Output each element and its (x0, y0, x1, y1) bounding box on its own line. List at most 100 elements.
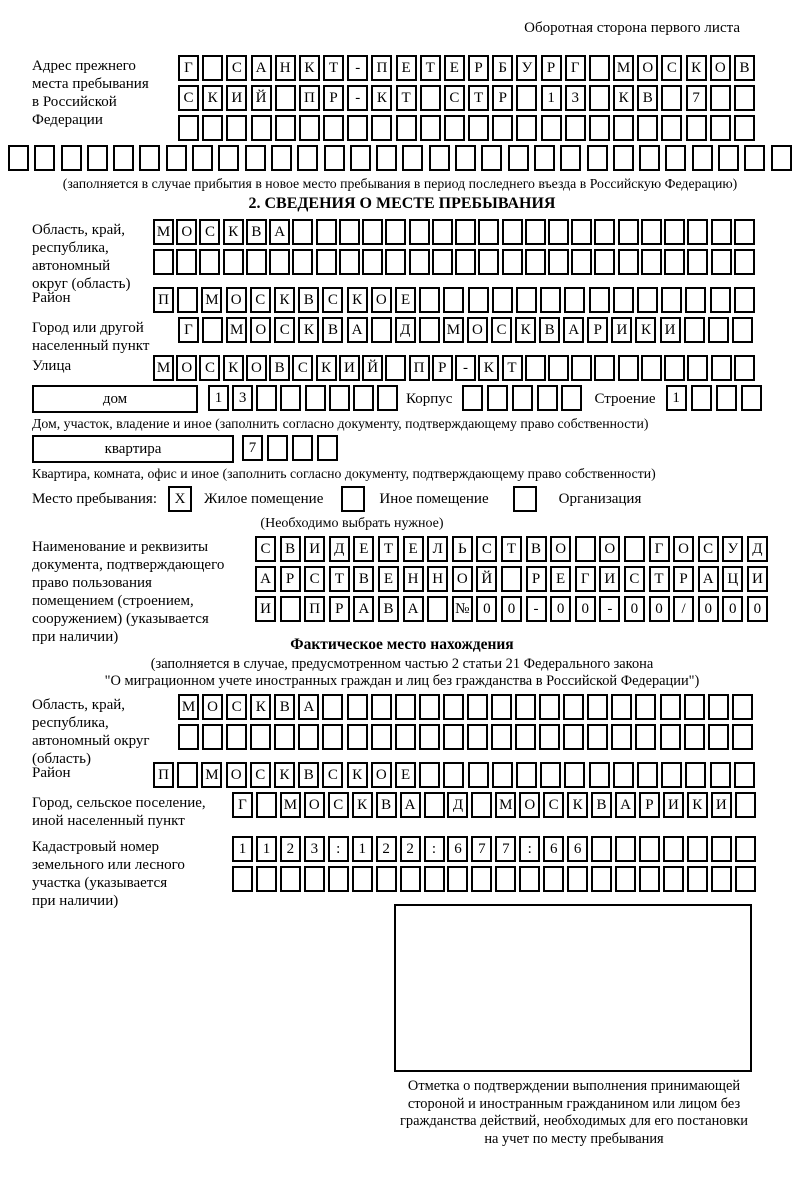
char-cell[interactable]: № (451, 596, 473, 622)
char-cell[interactable] (370, 317, 392, 343)
char-cell[interactable]: К (346, 762, 368, 788)
char-cell[interactable] (587, 724, 609, 750)
char-cell[interactable] (478, 249, 500, 275)
char-cell[interactable] (349, 145, 371, 171)
char-cell[interactable]: К (635, 317, 657, 343)
char-cell[interactable] (638, 836, 660, 862)
char-cell[interactable] (687, 249, 709, 275)
char-cell[interactable]: 7 (242, 435, 263, 461)
char-cell[interactable] (226, 115, 248, 141)
char-cell[interactable]: Т (328, 566, 350, 592)
char-cell[interactable] (338, 249, 360, 275)
char-cell[interactable] (323, 115, 345, 141)
char-cell[interactable] (588, 115, 610, 141)
char-cell[interactable]: С (443, 85, 465, 111)
char-cell[interactable] (323, 145, 345, 171)
char-cell[interactable]: А (346, 317, 368, 343)
char-cell[interactable]: К (315, 355, 337, 381)
char-cell[interactable] (612, 287, 634, 313)
char-cell[interactable] (471, 792, 493, 818)
char-cell[interactable]: А (615, 792, 636, 818)
char-cell[interactable]: Г (178, 55, 199, 81)
char-cell[interactable]: М (153, 219, 174, 245)
char-cell[interactable]: С (226, 55, 248, 81)
char-cell[interactable] (744, 145, 766, 171)
char-cell[interactable] (303, 866, 325, 892)
char-cell[interactable] (467, 762, 489, 788)
char-cell[interactable] (547, 355, 569, 381)
char-cell[interactable] (292, 219, 314, 245)
char-cell[interactable]: П (298, 85, 320, 111)
char-cell[interactable] (594, 355, 616, 381)
char-cell[interactable]: С (327, 792, 349, 818)
char-cell[interactable] (199, 249, 221, 275)
char-cell[interactable] (428, 145, 450, 171)
char-cell[interactable] (515, 724, 537, 750)
char-cell[interactable]: В (637, 85, 659, 111)
char-cell[interactable] (637, 115, 659, 141)
char-cell[interactable] (564, 115, 586, 141)
char-cell[interactable] (178, 724, 199, 750)
char-cell[interactable]: К (274, 287, 296, 313)
char-cell[interactable] (491, 724, 513, 750)
char-cell[interactable]: С (226, 694, 248, 720)
char-cell[interactable] (707, 724, 729, 750)
char-cell[interactable]: А (298, 694, 320, 720)
char-cell[interactable] (385, 355, 407, 381)
char-cell[interactable] (376, 385, 398, 411)
char-cell[interactable] (492, 115, 514, 141)
char-cell[interactable] (540, 762, 562, 788)
char-cell[interactable]: 3 (232, 385, 254, 411)
char-cell[interactable]: В (525, 536, 547, 562)
char-cell[interactable] (574, 536, 596, 562)
char-cell[interactable]: А (250, 55, 272, 81)
char-cell[interactable]: Е (395, 55, 417, 81)
char-cell[interactable] (408, 249, 430, 275)
char-cell[interactable]: К (346, 287, 368, 313)
char-cell[interactable] (394, 724, 416, 750)
char-cell[interactable] (710, 866, 732, 892)
char-cell[interactable]: П (304, 596, 326, 622)
char-cell[interactable] (338, 219, 360, 245)
char-cell[interactable] (495, 866, 517, 892)
char-cell[interactable]: 7 (495, 836, 517, 862)
char-cell[interactable]: Г (178, 317, 199, 343)
char-cell[interactable]: С (292, 355, 314, 381)
char-cell[interactable]: Т (377, 536, 399, 562)
char-cell[interactable] (202, 55, 224, 81)
char-cell[interactable]: Е (443, 55, 465, 81)
char-cell[interactable] (664, 219, 686, 245)
char-cell[interactable] (279, 596, 301, 622)
char-cell[interactable] (733, 762, 755, 788)
char-cell[interactable] (709, 115, 731, 141)
char-cell[interactable] (733, 287, 755, 313)
char-cell[interactable] (591, 836, 613, 862)
char-cell[interactable]: Е (353, 536, 375, 562)
char-cell[interactable] (659, 724, 681, 750)
char-cell[interactable] (623, 536, 645, 562)
char-cell[interactable] (612, 762, 634, 788)
char-cell[interactable] (280, 385, 302, 411)
char-cell[interactable]: Г (648, 536, 670, 562)
char-cell[interactable] (661, 762, 683, 788)
char-cell[interactable]: 0 (648, 596, 670, 622)
char-cell[interactable]: К (274, 762, 296, 788)
char-cell[interactable] (665, 145, 687, 171)
char-cell[interactable]: К (686, 792, 708, 818)
char-cell[interactable] (500, 566, 522, 592)
char-cell[interactable] (687, 219, 709, 245)
char-cell[interactable] (685, 762, 707, 788)
char-cell[interactable] (563, 694, 585, 720)
char-cell[interactable] (250, 724, 272, 750)
char-cell[interactable] (431, 249, 453, 275)
char-cell[interactable]: 6 (567, 836, 589, 862)
char-cell[interactable]: К (685, 55, 707, 81)
char-cell[interactable]: А (269, 219, 291, 245)
char-cell[interactable]: 1 (255, 836, 277, 862)
char-cell[interactable]: 0 (574, 596, 596, 622)
char-cell[interactable]: И (226, 85, 248, 111)
char-cell[interactable]: К (371, 85, 393, 111)
char-cell[interactable]: К (222, 219, 244, 245)
char-cell[interactable] (395, 115, 417, 141)
char-cell[interactable]: С (249, 287, 271, 313)
